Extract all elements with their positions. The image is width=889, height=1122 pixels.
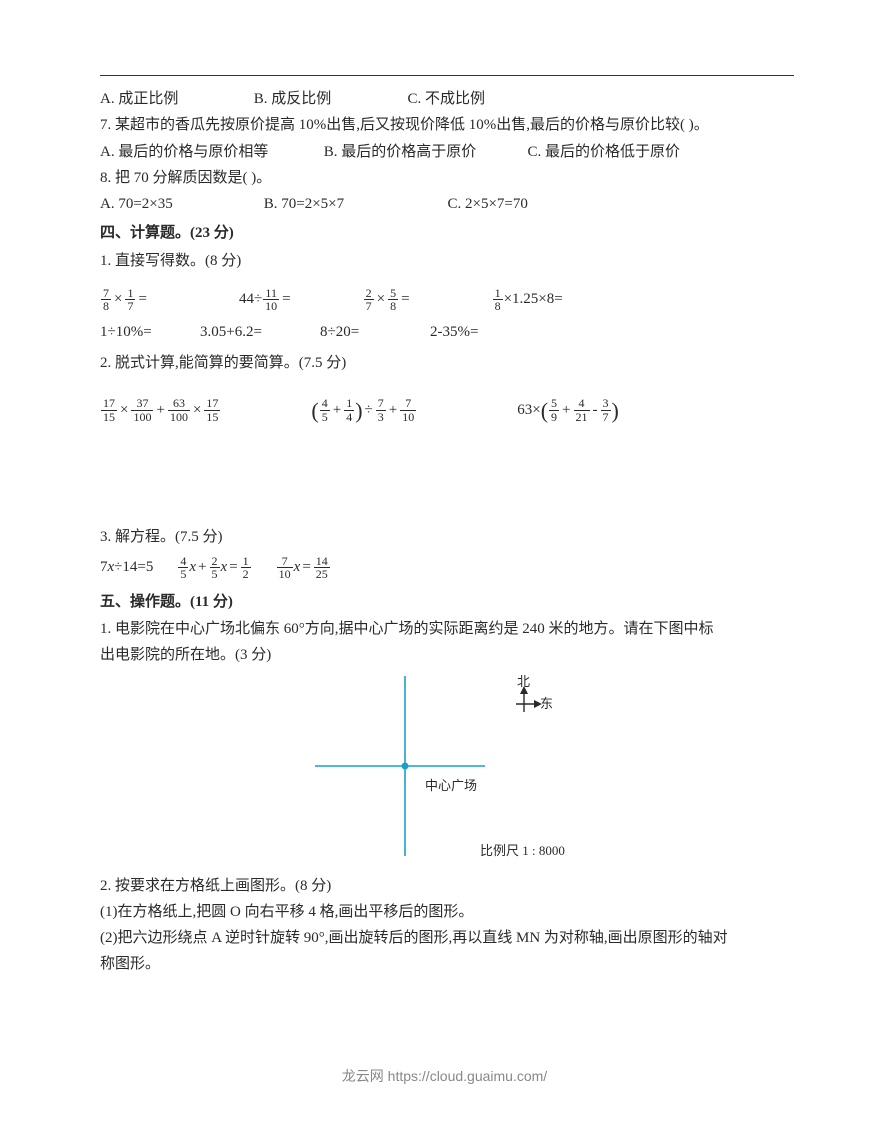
q7-opt-c: C. 最后的价格低于原价 (528, 141, 681, 164)
sec4-head: 四、计算题。(23 分) (100, 222, 794, 245)
calc1-e: 1÷10%= (100, 321, 200, 344)
center-square-label: 中心广场 (425, 776, 477, 796)
calc1-f: 3.05+6.2= (200, 321, 320, 344)
compass-east-label: 东 (540, 694, 553, 714)
q6-options: A. 成正比例 B. 成反比例 C. 不成比例 (100, 88, 794, 111)
top-rule (100, 75, 794, 76)
calc1-g: 8÷20= (320, 321, 430, 344)
q8-stem: 8. 把 70 分解质因数是( )。 (100, 167, 794, 190)
calc1-b: 44÷ 1110 = (239, 287, 293, 313)
sec5-p1b: 出电影院的所在地。(3 分) (100, 644, 794, 667)
calc1-h: 2-35%= (430, 321, 478, 344)
calc2-c: 63× ( 59 + 421 - 37 ) (517, 393, 619, 427)
calc1-d: 18 ×1.25×8= (492, 287, 563, 313)
eq-a: 7x÷14=5 (100, 556, 153, 579)
calc2-row: 1715 × 37100 + 63100 × 1715 ( 45 + 14 ) … (100, 393, 794, 427)
calc1-c: 27 × 58 = (363, 287, 412, 313)
calc1-row2: 1÷10%= 3.05+6.2= 8÷20= 2-35%= (100, 321, 794, 344)
calc2-a: 1715 × 37100 + 63100 × 1715 (100, 397, 221, 423)
calc2-b: ( 45 + 14 ) ÷ 73 + 710 (311, 393, 417, 427)
q6-opt-a: A. 成正比例 (100, 88, 250, 111)
sec5-p2-2b: 称图形。 (100, 953, 794, 976)
q8-opt-c: C. 2×5×7=70 (448, 193, 528, 216)
calc1-row1: 78 × 17 = 44÷ 1110 = 27 × 58 = 18 ×1.25×… (100, 287, 794, 313)
q8-options: A. 70=2×35 B. 70=2×5×7 C. 2×5×7=70 (100, 193, 794, 216)
q7-opt-a: A. 最后的价格与原价相等 (100, 141, 320, 164)
page-content: A. 成正比例 B. 成反比例 C. 不成比例 7. 某超市的香瓜先按原价提高 … (0, 0, 889, 1020)
sec4-p1: 1. 直接写得数。(8 分) (100, 250, 794, 273)
eq-row: 7x÷14=5 45 x+ 25 x= 12 710 x= 1425 (100, 555, 794, 581)
page-footer: 龙云网 https://cloud.guaimu.com/ (0, 1066, 889, 1086)
sec5-p2-2a: (2)把六边形绕点 A 逆时针旋转 90°,画出旋转后的图形,再以直线 MN 为… (100, 927, 794, 950)
compass-north-label: 北 (517, 672, 530, 692)
q7-options: A. 最后的价格与原价相等 B. 最后的价格高于原价 C. 最后的价格低于原价 (100, 141, 794, 164)
sec5-p2: 2. 按要求在方格纸上画图形。(8 分) (100, 875, 794, 898)
q8-opt-b: B. 70=2×5×7 (264, 193, 444, 216)
scale-label: 比例尺 1 : 8000 (480, 841, 565, 861)
compass-icon: 北 东 (510, 686, 550, 728)
q8-opt-a: A. 70=2×35 (100, 193, 260, 216)
q7-opt-b: B. 最后的价格高于原价 (324, 141, 524, 164)
sec4-p3: 3. 解方程。(7.5 分) (100, 526, 794, 549)
sec4-p2: 2. 脱式计算,能简算的要简算。(7.5 分) (100, 352, 794, 375)
calc1-a: 78 × 17 = (100, 287, 149, 313)
q7-stem: 7. 某超市的香瓜先按原价提高 10%出售,后又按现价降低 10%出售,最后的价… (100, 114, 794, 137)
sec5-head: 五、操作题。(11 分) (100, 591, 794, 614)
cross-axes (315, 676, 485, 864)
q6-opt-b: B. 成反比例 (254, 88, 404, 111)
workspace-gap (100, 436, 794, 526)
sec5-p2-1: (1)在方格纸上,把圆 O 向右平移 4 格,画出平移后的图形。 (100, 901, 794, 924)
sec5-p1a: 1. 电影院在中心广场北偏东 60°方向,据中心广场的实际距离约是 240 米的… (100, 618, 794, 641)
eq-b: 45 x+ 25 x= 12 (177, 555, 251, 581)
q6-opt-c: C. 不成比例 (408, 88, 486, 111)
compass-diagram: 北 东 中心广场 比例尺 1 : 8000 (100, 676, 794, 871)
eq-c: 710 x= 1425 (276, 555, 331, 581)
